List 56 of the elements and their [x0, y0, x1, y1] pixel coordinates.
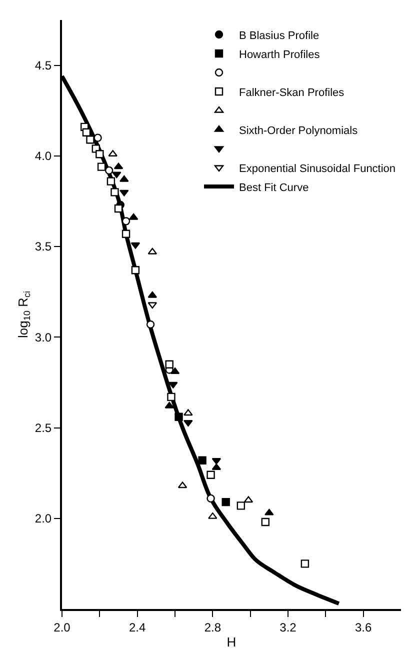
y-tick-label: 2.5	[34, 420, 52, 435]
point	[184, 420, 193, 426]
point	[122, 230, 130, 238]
y-tick-label: 4.0	[34, 149, 52, 164]
x-tick-label: 2.8	[204, 620, 222, 634]
y-tick-label: 3.5	[34, 240, 52, 254]
point	[244, 496, 254, 503]
point	[208, 512, 218, 519]
point	[164, 402, 174, 408]
point	[82, 128, 91, 136]
point	[264, 508, 274, 516]
point	[120, 175, 129, 182]
point	[128, 213, 138, 220]
point	[120, 190, 129, 196]
point	[222, 498, 230, 506]
y-tick-label: 3.0	[34, 330, 52, 344]
x-axis-title: H	[226, 634, 236, 650]
point	[106, 177, 116, 186]
y-tick-label: 4.5	[34, 58, 52, 73]
legend-label: Exponential Sinusoidal Function	[239, 162, 396, 175]
x-tick-label: 2.0	[54, 620, 71, 634]
legend-label: Best Fit Curve	[239, 182, 309, 194]
point	[148, 248, 158, 254]
legend-label: Howarth Profiles	[239, 48, 320, 61]
point	[165, 360, 174, 368]
x-tick-label: 3.6	[354, 620, 372, 634]
point	[96, 150, 104, 158]
point	[168, 382, 178, 388]
point	[170, 367, 180, 374]
point	[97, 162, 106, 171]
point	[167, 392, 176, 402]
point	[184, 409, 193, 416]
x-tick-label: 2.4	[128, 620, 146, 634]
point	[114, 204, 123, 213]
point	[178, 482, 188, 488]
y-tick-label: 2.0	[34, 512, 52, 526]
point	[198, 456, 206, 464]
point	[206, 494, 215, 503]
legend-label: Sixth-Order Polynomials	[239, 124, 358, 137]
point	[174, 412, 183, 421]
point	[112, 172, 122, 178]
point	[131, 266, 140, 274]
point	[148, 291, 158, 298]
point	[104, 166, 114, 175]
point	[114, 162, 124, 170]
point	[206, 470, 215, 479]
legend-label: Falkner-Skan Profiles	[239, 86, 345, 99]
x-tick-label: 3.2	[280, 620, 297, 634]
point	[300, 560, 310, 568]
point	[146, 320, 155, 329]
point	[261, 518, 270, 526]
legend-label: B Blasius Profile	[239, 30, 320, 42]
point	[148, 302, 158, 309]
point	[110, 188, 119, 196]
point	[130, 242, 140, 249]
point	[236, 502, 246, 510]
